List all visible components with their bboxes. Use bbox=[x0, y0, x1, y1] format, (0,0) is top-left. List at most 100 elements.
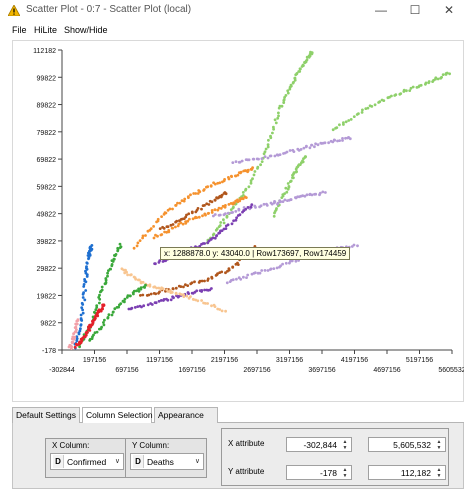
x-attribute-min-spinner[interactable]: -302,844 ▲ ▼ bbox=[286, 437, 352, 452]
data-point[interactable] bbox=[148, 284, 152, 288]
data-point[interactable] bbox=[119, 302, 123, 305]
data-point[interactable] bbox=[394, 93, 398, 97]
data-point[interactable] bbox=[241, 191, 245, 194]
data-point[interactable] bbox=[327, 141, 330, 145]
data-point[interactable] bbox=[314, 142, 317, 146]
data-point[interactable] bbox=[171, 226, 175, 230]
data-point[interactable] bbox=[78, 329, 82, 333]
data-point[interactable] bbox=[135, 244, 139, 248]
data-point[interactable] bbox=[223, 178, 227, 181]
data-point[interactable] bbox=[258, 271, 262, 275]
data-point[interactable] bbox=[223, 191, 227, 195]
data-point[interactable] bbox=[253, 271, 257, 275]
data-point[interactable] bbox=[136, 305, 140, 308]
data-point[interactable] bbox=[161, 287, 165, 291]
data-point[interactable] bbox=[231, 266, 235, 269]
data-point[interactable] bbox=[126, 294, 130, 297]
data-point[interactable] bbox=[74, 342, 78, 346]
data-point[interactable] bbox=[167, 229, 171, 232]
data-point[interactable] bbox=[102, 303, 106, 307]
data-point[interactable] bbox=[110, 259, 114, 262]
data-point[interactable] bbox=[231, 161, 235, 164]
data-point[interactable] bbox=[158, 290, 161, 294]
data-point[interactable] bbox=[284, 261, 288, 265]
data-point[interactable] bbox=[81, 311, 85, 315]
data-point[interactable] bbox=[269, 267, 273, 271]
data-point[interactable] bbox=[224, 212, 227, 216]
data-point[interactable] bbox=[289, 179, 293, 183]
data-point[interactable] bbox=[242, 206, 246, 209]
data-point[interactable] bbox=[203, 288, 207, 292]
data-point[interactable] bbox=[238, 160, 242, 164]
data-point[interactable] bbox=[75, 322, 79, 326]
data-point[interactable] bbox=[157, 286, 161, 290]
data-point[interactable] bbox=[129, 273, 132, 277]
data-point[interactable] bbox=[246, 168, 250, 172]
data-point[interactable] bbox=[239, 170, 243, 174]
data-point[interactable] bbox=[175, 219, 179, 223]
data-point[interactable] bbox=[168, 207, 172, 211]
data-point[interactable] bbox=[163, 230, 167, 234]
data-point[interactable] bbox=[408, 89, 412, 92]
data-point[interactable] bbox=[318, 191, 322, 195]
data-point[interactable] bbox=[132, 246, 136, 250]
data-point[interactable] bbox=[206, 302, 210, 305]
data-point[interactable] bbox=[172, 296, 175, 300]
data-point[interactable] bbox=[200, 207, 203, 211]
data-point[interactable] bbox=[182, 285, 185, 289]
data-point[interactable] bbox=[265, 204, 269, 207]
data-point[interactable] bbox=[273, 118, 277, 122]
data-point[interactable] bbox=[174, 286, 178, 290]
menu-file[interactable]: File bbox=[12, 25, 27, 35]
data-point[interactable] bbox=[360, 111, 364, 114]
spinner-arrows-icon[interactable]: ▲ ▼ bbox=[342, 467, 348, 479]
data-point[interactable] bbox=[166, 290, 170, 293]
data-point[interactable] bbox=[302, 146, 306, 150]
data-point[interactable] bbox=[440, 75, 443, 79]
data-point[interactable] bbox=[144, 234, 147, 237]
data-point[interactable] bbox=[266, 145, 270, 149]
data-point[interactable] bbox=[271, 131, 274, 135]
data-point[interactable] bbox=[83, 278, 86, 281]
data-point[interactable] bbox=[357, 112, 360, 115]
maximize-button[interactable]: ☐ bbox=[409, 3, 421, 17]
data-point[interactable] bbox=[187, 212, 191, 216]
data-point[interactable] bbox=[114, 253, 118, 256]
data-point[interactable] bbox=[141, 293, 145, 297]
data-point[interactable] bbox=[266, 143, 270, 147]
data-point[interactable] bbox=[102, 321, 105, 324]
data-point[interactable] bbox=[233, 201, 236, 205]
data-point[interactable] bbox=[409, 86, 413, 90]
data-point[interactable] bbox=[138, 239, 142, 243]
data-point[interactable] bbox=[266, 269, 270, 272]
data-point[interactable] bbox=[204, 302, 207, 305]
spinner-arrows-icon[interactable]: ▲ ▼ bbox=[436, 467, 442, 479]
data-point[interactable] bbox=[123, 297, 127, 301]
data-point[interactable] bbox=[225, 214, 229, 218]
data-point[interactable] bbox=[424, 81, 428, 85]
data-point[interactable] bbox=[85, 265, 88, 268]
data-point[interactable] bbox=[195, 216, 199, 220]
data-point[interactable] bbox=[146, 303, 150, 307]
data-point[interactable] bbox=[434, 76, 438, 80]
data-point[interactable] bbox=[267, 138, 270, 142]
data-point[interactable] bbox=[427, 80, 431, 83]
data-point[interactable] bbox=[263, 150, 267, 154]
data-point[interactable] bbox=[126, 273, 129, 277]
data-point[interactable] bbox=[211, 236, 215, 240]
tab-column-selection[interactable]: Column Selection bbox=[82, 407, 153, 423]
data-point[interactable] bbox=[260, 269, 264, 272]
data-point[interactable] bbox=[224, 271, 227, 275]
spinner-arrows-icon[interactable]: ▲ ▼ bbox=[436, 439, 442, 451]
data-point[interactable] bbox=[213, 208, 217, 212]
data-point[interactable] bbox=[419, 83, 423, 87]
data-point[interactable] bbox=[215, 227, 219, 231]
data-point[interactable] bbox=[301, 194, 305, 198]
data-point[interactable] bbox=[98, 309, 102, 312]
spinner-arrows-icon[interactable]: ▲ ▼ bbox=[342, 439, 348, 451]
data-point[interactable] bbox=[139, 294, 142, 297]
data-point[interactable] bbox=[85, 330, 89, 334]
data-point[interactable] bbox=[224, 227, 228, 231]
data-point[interactable] bbox=[79, 323, 83, 326]
data-point[interactable] bbox=[170, 291, 174, 294]
